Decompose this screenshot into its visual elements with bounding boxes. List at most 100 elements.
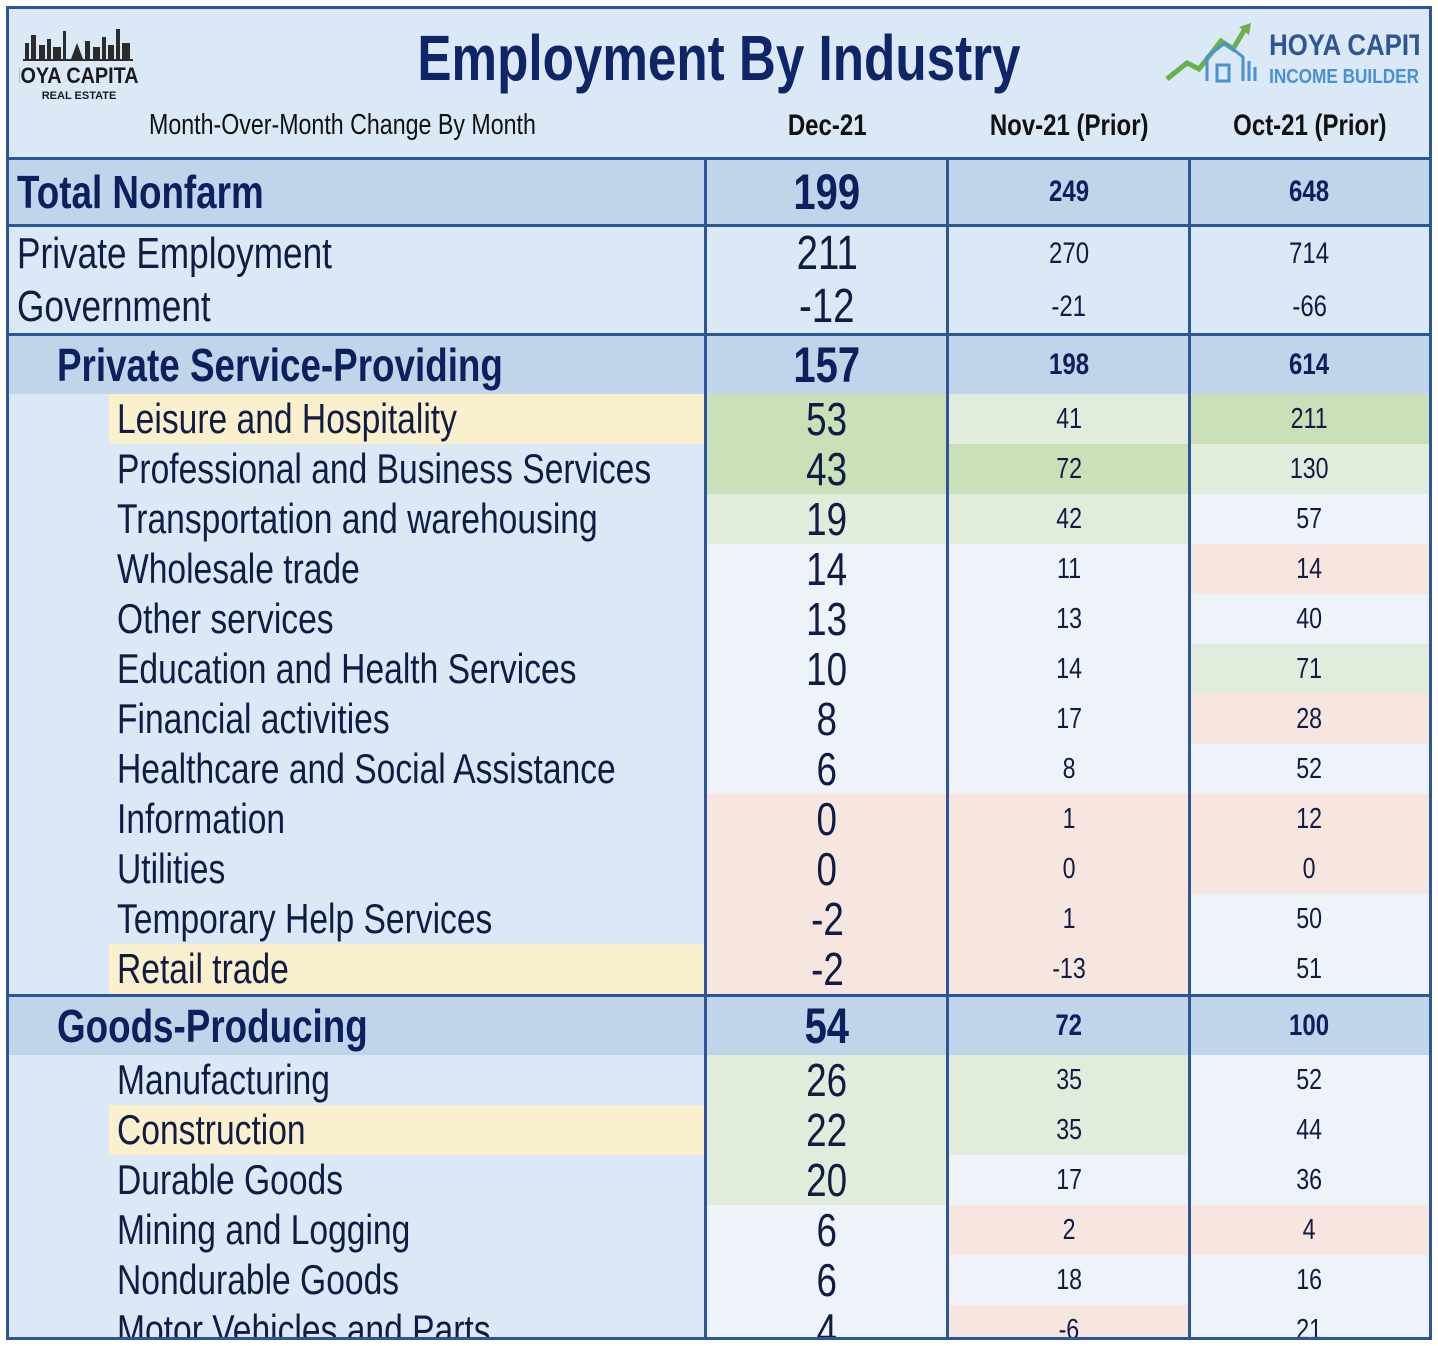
data-value: 43 [806, 443, 848, 495]
value-cell-nov-21: 1 [948, 794, 1190, 844]
column-divider [1188, 157, 1191, 1337]
row-divider [9, 994, 1429, 997]
data-value: 6 [816, 1254, 838, 1306]
data-value: -2 [810, 893, 844, 945]
value-cell-nov-21: 8 [948, 744, 1190, 794]
table-row-leisure-and-hospitality: Leisure and Hospitality 53 41 211 [9, 393, 1429, 445]
data-value: 35 [1056, 1063, 1082, 1096]
row-label-cell: Mining and Logging [9, 1205, 706, 1255]
data-value: 714 [1289, 236, 1330, 270]
hoya-capital-income-builder-logo: HOYA CAPITAL INCOME BUILDER [1159, 19, 1429, 97]
table-row-construction: Construction 22 35 44 [9, 1104, 1429, 1156]
value-cell-dec-21: 199 [706, 160, 948, 224]
table-frame: HOYA CAPITAL REAL ESTATE Employment By I… [6, 6, 1432, 1340]
row-label-cell: Total Nonfarm [9, 160, 706, 224]
value-cell-dec-21: 6 [706, 743, 948, 795]
data-value: 17 [1056, 1163, 1082, 1196]
table-row-durable-goods: Durable Goods 20 17 36 [9, 1154, 1429, 1206]
data-value: 72 [1055, 1009, 1083, 1042]
value-cell-nov-21: 198 [948, 336, 1190, 394]
row-label-cell: Government [9, 280, 706, 333]
data-value: 8 [816, 693, 838, 745]
logo-left-line2: REAL ESTATE [42, 90, 117, 102]
data-value: 648 [1289, 175, 1330, 208]
table-row-mining-and-logging: Mining and Logging 6 2 4 [9, 1204, 1429, 1256]
table-row-financial-activities: Financial activities 8 17 28 [9, 693, 1429, 745]
row-divider [9, 224, 1429, 227]
value-cell-oct-21: 40 [1190, 594, 1429, 644]
value-cell-nov-21: 41 [948, 394, 1190, 444]
value-cell-nov-21: 17 [948, 1155, 1190, 1205]
value-cell-dec-21: 157 [706, 336, 948, 394]
data-value: 19 [806, 493, 848, 545]
value-cell-oct-21: 714 [1190, 227, 1429, 280]
row-label: Education and Health Services [117, 645, 577, 692]
value-cell-nov-21: 42 [948, 494, 1190, 544]
row-label-cell: Healthcare and Social Assistance [9, 744, 706, 794]
value-cell-dec-21: -12 [706, 280, 948, 333]
value-cell-oct-21: 52 [1190, 744, 1429, 794]
row-label: Healthcare and Social Assistance [117, 745, 616, 792]
row-label-cell: Nondurable Goods [9, 1255, 706, 1305]
row-label: Mining and Logging [117, 1206, 411, 1253]
value-cell-oct-21: 28 [1190, 694, 1429, 744]
data-value: 21 [1296, 1313, 1323, 1340]
row-label: Private Employment [17, 228, 332, 278]
row-label: Government [17, 281, 211, 331]
row-divider [9, 333, 1429, 336]
page-title: Employment By Industry [417, 22, 1021, 94]
value-cell-dec-21: 19 [706, 493, 948, 545]
table-row-education-and-health-services: Education and Health Services 10 14 71 [9, 643, 1429, 695]
value-cell-nov-21: 2 [948, 1205, 1190, 1255]
data-value: -6 [1058, 1313, 1080, 1340]
column-divider [946, 157, 949, 1337]
data-value: 2 [1062, 1213, 1076, 1246]
row-label: Nondurable Goods [117, 1256, 400, 1303]
data-value: 249 [1048, 175, 1090, 208]
value-cell-dec-21: -2 [706, 893, 948, 945]
data-value: 0 [816, 843, 838, 895]
data-value: 0 [1062, 852, 1076, 885]
data-value: 50 [1296, 902, 1323, 935]
row-label-cell: Construction [9, 1105, 706, 1155]
row-label-cell: Financial activities [9, 694, 706, 744]
data-value: 6 [816, 743, 838, 795]
row-label-cell: Wholesale trade [9, 544, 706, 594]
data-value: 4 [816, 1304, 838, 1340]
house-chart-icon: HOYA CAPITAL INCOME BUILDER [1165, 23, 1429, 87]
value-cell-nov-21: 72 [948, 997, 1190, 1055]
value-cell-oct-21: -66 [1190, 280, 1429, 333]
row-label: Information [117, 795, 286, 842]
data-value: 53 [806, 393, 848, 445]
value-cell-nov-21: 72 [948, 444, 1190, 494]
row-label: Goods-Producing [57, 1000, 368, 1052]
data-value: 40 [1296, 602, 1323, 635]
data-value: 1 [1062, 802, 1076, 835]
data-value: -66 [1292, 289, 1327, 323]
column-header-oct-21: Oct-21 (Prior) [1232, 109, 1387, 142]
value-cell-oct-21: 130 [1190, 444, 1429, 494]
value-cell-nov-21: 35 [948, 1105, 1190, 1155]
data-value: 52 [1296, 752, 1323, 785]
row-label-cell: Other services [9, 594, 706, 644]
row-label-cell: Leisure and Hospitality [9, 394, 706, 444]
data-value: -13 [1052, 952, 1086, 985]
data-value: 52 [1296, 1063, 1323, 1096]
data-value: 13 [1056, 602, 1082, 635]
value-cell-oct-21: 44 [1190, 1105, 1429, 1155]
value-cell-dec-21: 0 [706, 793, 948, 845]
row-label-cell: Motor Vehicles and Parts [9, 1305, 706, 1337]
table-row-wholesale-trade: Wholesale trade 14 11 14 [9, 543, 1429, 595]
data-value: 57 [1296, 502, 1323, 535]
value-cell-dec-21: 26 [706, 1054, 948, 1106]
data-value: 14 [1296, 552, 1323, 585]
data-value: 18 [1056, 1263, 1082, 1296]
value-cell-dec-21: 6 [706, 1204, 948, 1256]
value-cell-oct-21: 36 [1190, 1155, 1429, 1205]
data-value: 14 [806, 543, 848, 595]
data-value: 614 [1289, 348, 1330, 381]
row-label: Durable Goods [117, 1156, 343, 1203]
table-subtitle: Month-Over-Month Change By Month [149, 109, 536, 141]
value-cell-oct-21: 52 [1190, 1055, 1429, 1105]
row-label: Construction [117, 1106, 306, 1153]
